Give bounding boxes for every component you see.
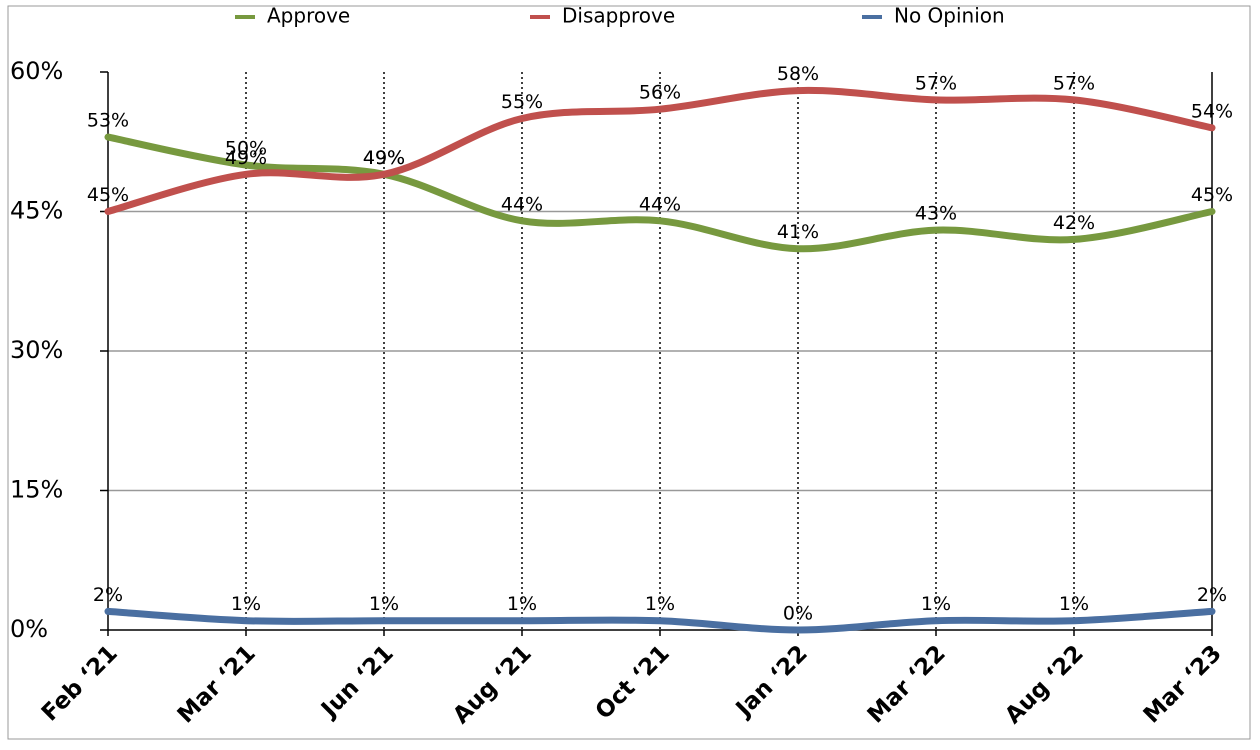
data-label: 44% [501, 193, 543, 215]
data-label: 1% [1059, 593, 1089, 615]
series-line [104, 607, 1216, 634]
data-label: 57% [915, 72, 957, 94]
data-label: 55% [501, 91, 543, 113]
data-label: 45% [87, 184, 129, 206]
data-label: 42% [1053, 212, 1095, 234]
data-label: 1% [231, 593, 261, 615]
data-label: 56% [639, 82, 681, 104]
data-label: 49% [363, 147, 405, 169]
y-tick-label: 0% [10, 615, 48, 643]
data-label: 50% [225, 138, 267, 160]
data-label: 41% [777, 221, 819, 243]
series-line [104, 133, 1216, 253]
data-label: 1% [645, 593, 675, 615]
data-label: 57% [1053, 72, 1095, 94]
x-tick-label: Aug ‘21 [448, 640, 537, 729]
data-label: 1% [369, 593, 399, 615]
data-label: 43% [915, 203, 957, 225]
data-label: 49% [225, 147, 267, 169]
x-tick-label: Mar ‘23 [1139, 640, 1227, 728]
x-tick-label: Jan ‘22 [730, 640, 813, 723]
series-line [104, 86, 1216, 215]
data-label: 1% [507, 593, 537, 615]
x-tick-label: Jun ‘21 [315, 640, 398, 723]
x-tick-label: Mar ‘21 [173, 640, 261, 728]
data-label: 45% [1191, 184, 1233, 206]
legend-label: Disapprove [562, 4, 675, 28]
y-tick-label: 45% [10, 197, 63, 225]
y-tick-label: 60% [10, 57, 63, 85]
data-label: 2% [1197, 584, 1227, 606]
x-tick-label: Oct ‘21 [591, 640, 675, 724]
data-label: 1% [921, 593, 951, 615]
x-tick-label: Mar ‘22 [863, 640, 951, 728]
x-tick-label: Feb ‘21 [37, 640, 123, 726]
legend-label: Approve [267, 4, 350, 28]
x-tick-label: Aug ‘22 [1000, 640, 1089, 729]
data-label: 2% [93, 584, 123, 606]
data-label: 0% [783, 603, 813, 625]
data-label: 58% [777, 63, 819, 85]
data-label: 53% [87, 110, 129, 132]
data-label: 44% [639, 193, 681, 215]
y-tick-label: 15% [10, 476, 63, 504]
data-label: 54% [1191, 100, 1233, 122]
chart-border [7, 5, 1251, 740]
data-label: 49% [363, 147, 405, 169]
legend-label: No Opinion [894, 4, 1005, 28]
y-tick-label: 30% [10, 336, 63, 364]
